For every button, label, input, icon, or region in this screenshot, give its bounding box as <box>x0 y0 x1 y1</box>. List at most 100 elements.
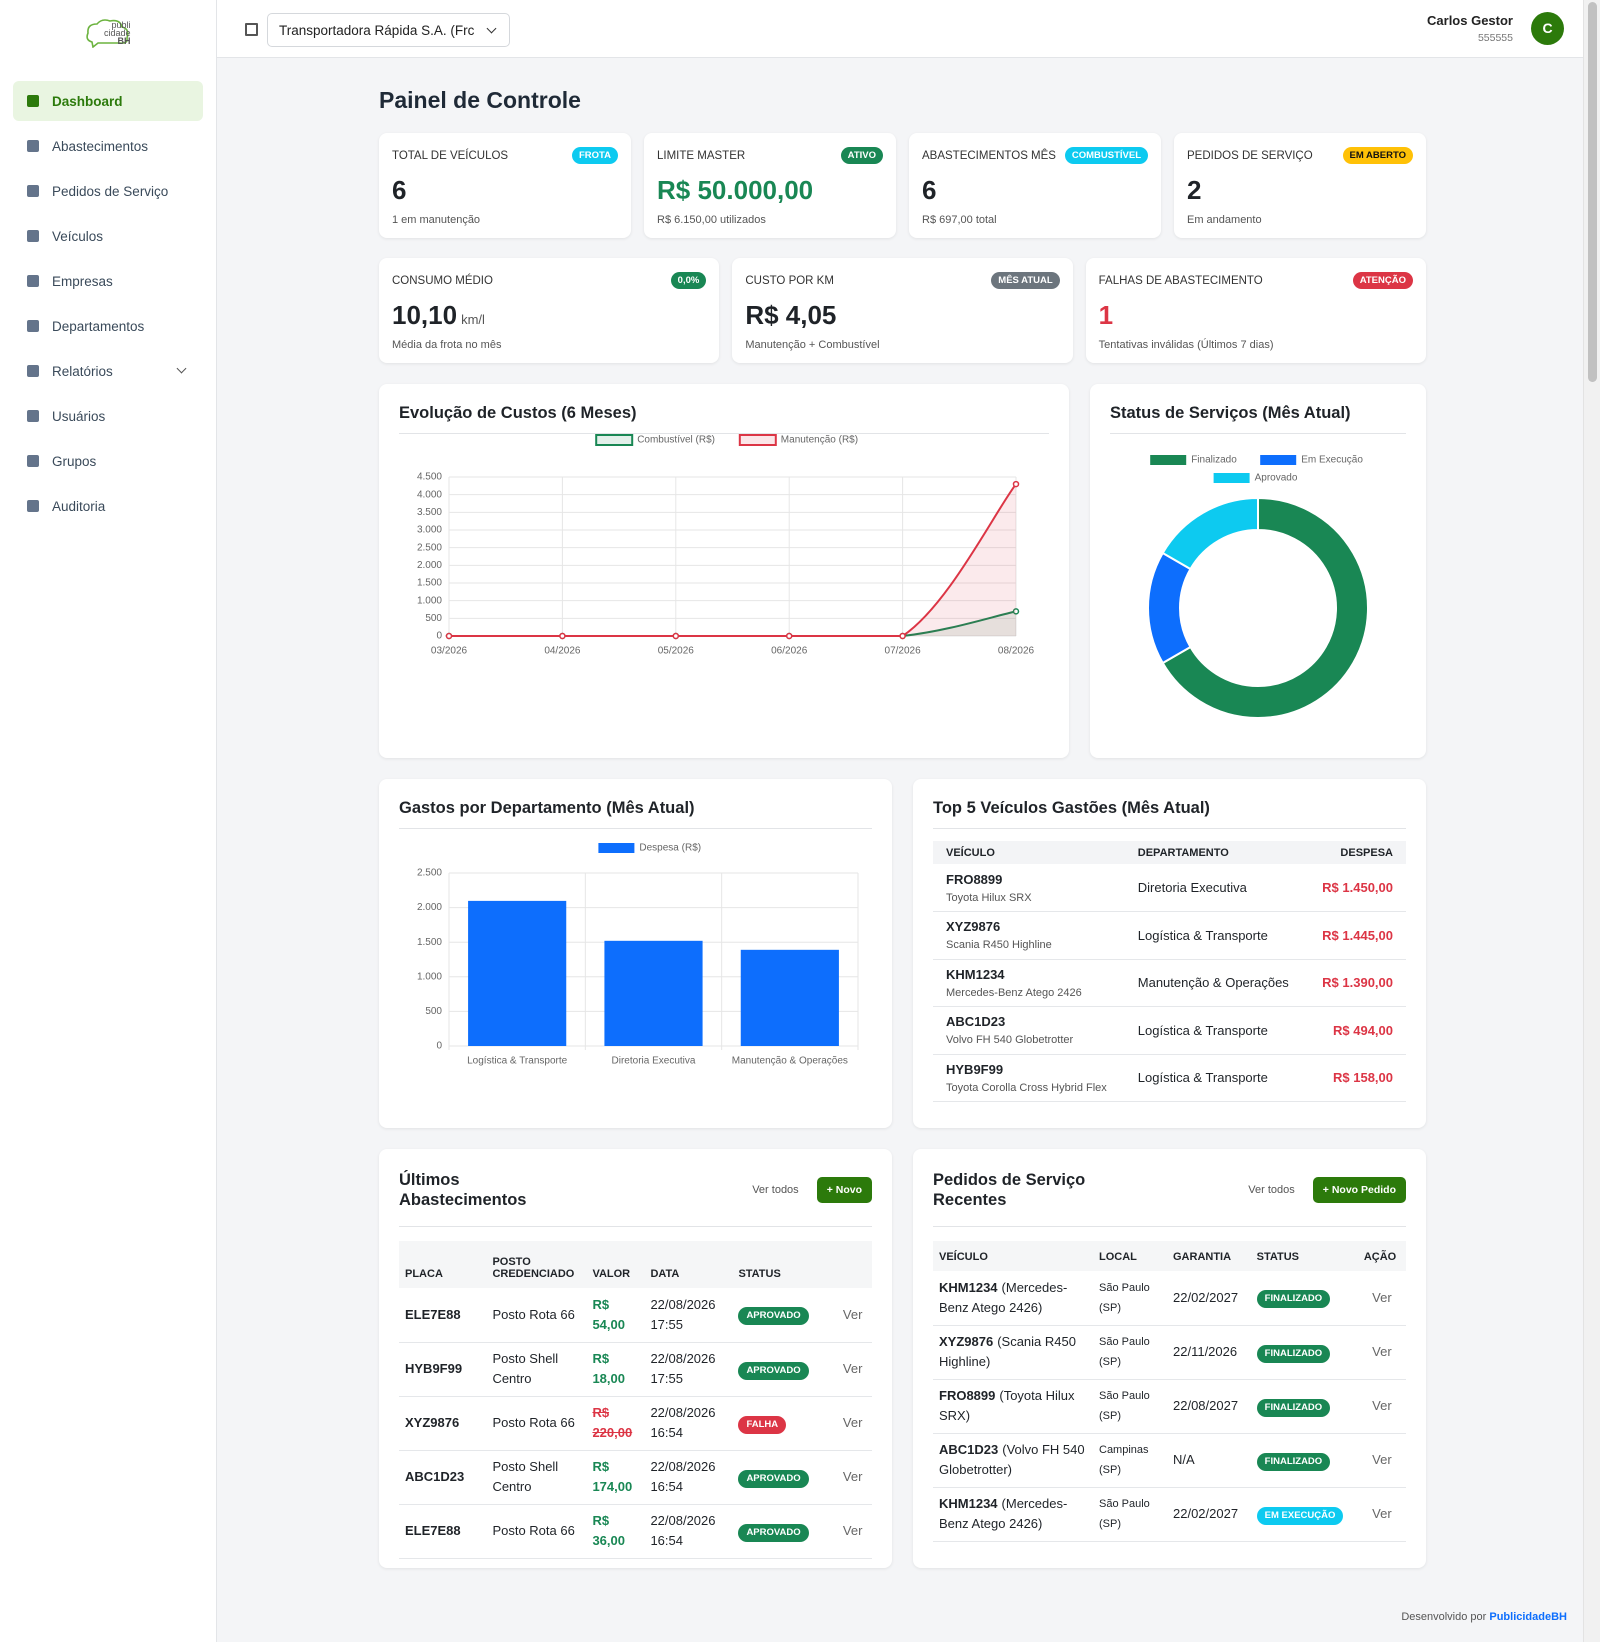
menu-label: Abastecimentos <box>52 138 149 154</box>
column-header: STATUS <box>732 1241 834 1288</box>
see-all[interactable]: Ver todos <box>1248 1184 1295 1196</box>
view-link[interactable]: Ver <box>1357 1325 1406 1380</box>
point <box>672 632 680 640</box>
kpi-head: CONSUMO MÉDIO 0,0% <box>392 272 707 289</box>
menu-label: Veículos <box>52 228 104 244</box>
table-row: ABC1D23 Volvo FH 540 Globetrotter Logístic… <box>933 1006 1406 1055</box>
kpi-badge: FROTA <box>571 147 618 164</box>
plate: XYZ9876 <box>939 1334 994 1349</box>
plate: FRO8899 <box>939 1388 996 1403</box>
column-header: VALOR <box>586 1241 645 1288</box>
menu-item[interactable]: Veículos <box>13 216 203 256</box>
new-button[interactable]: + Novo <box>816 1177 872 1203</box>
menu-item[interactable]: Empresas <box>13 261 203 301</box>
view-link[interactable]: Ver <box>833 1342 872 1397</box>
y-tick-label: 2.000 <box>417 560 442 571</box>
card-header: Últimos Abastecimentos Ver todos + Novo <box>399 1160 872 1227</box>
menu-item[interactable]: Dashboard <box>13 81 203 121</box>
x-tick-label: 05/2026 <box>658 646 695 657</box>
kpi-value-wrap: 2 <box>1187 175 1413 206</box>
building-icon <box>245 23 258 36</box>
footer-brand[interactable]: PublicidadeBH <box>1489 1611 1567 1623</box>
menu-label: Auditoria <box>52 498 106 514</box>
vehicle-cell: ABC1D23 Volvo FH 540 Globetrotter <box>933 1006 1125 1055</box>
view-link[interactable]: Ver <box>833 1396 872 1451</box>
y-tick-label: 2.500 <box>417 542 442 553</box>
user-info: Carlos Gestor 555555 <box>1427 13 1513 44</box>
menu-icon <box>27 185 39 197</box>
status-cell: APROVADO <box>732 1288 834 1343</box>
plate: KHM1234 <box>946 966 1005 982</box>
chart-title: Evolução de Custos (6 Meses) <box>399 404 1049 434</box>
status-badge: FINALIZADO <box>1256 1290 1331 1309</box>
menu-item[interactable]: Departamentos <box>13 306 203 346</box>
y-tick-label: 2.000 <box>417 902 442 913</box>
y-tick-label: 1.000 <box>417 595 442 606</box>
menu-item[interactable]: Relatórios <box>13 351 203 391</box>
kpi-value: R$ 4,05 <box>745 300 837 330</box>
table-row: XYZ9876 Posto Rota 66 R$ 220,00 22/08/2026 … <box>399 1396 872 1451</box>
logo-line: cidade <box>104 28 131 38</box>
menu-label: Pedidos de Serviço <box>52 183 169 199</box>
column-header: LOCAL <box>1093 1241 1167 1271</box>
y-tick-label: 1.500 <box>417 578 442 589</box>
location: São Paulo (SP) <box>1093 1271 1167 1326</box>
view-link[interactable]: Ver <box>833 1288 872 1343</box>
kpi-label: FALHAS DE ABASTECIMENTO <box>1098 274 1263 287</box>
new-button[interactable]: + Novo Pedido <box>1312 1177 1406 1203</box>
menu-item[interactable]: Grupos <box>13 441 203 481</box>
model: Scania R450 Highline <box>946 939 1052 952</box>
kpi-badge: 0,0% <box>670 272 707 289</box>
kpi-card: LIMITE MASTER ATIVO R$ 50.000,00 R$ 6.150,0… <box>644 133 896 238</box>
company-select[interactable]: Transportadora Rápida S.A. (Frc <box>267 13 510 47</box>
warranty: 22/11/2026 <box>1167 1325 1251 1380</box>
department: Logística & Transporte <box>1124 1054 1307 1102</box>
status-badge: APROVADO <box>738 1361 809 1380</box>
scroll-thumb[interactable] <box>1588 2 1597 382</box>
avatar[interactable]: C <box>1531 12 1564 45</box>
doughnut-card: Status de Serviços (Mês Atual) Finalizad… <box>1090 384 1426 758</box>
model: Volvo FH 540 Globetrotter <box>946 1034 1074 1047</box>
actions: Ver todos + Novo <box>752 1177 872 1203</box>
view-link[interactable]: Ver <box>1357 1433 1406 1488</box>
kpi-unit: km/l <box>461 312 485 327</box>
fuelings-table: PLACA POSTO CREDENCIADO VALOR DATA STATUS ELE… <box>399 1241 872 1559</box>
card-header: Pedidos de Serviço Recentes Ver todos + N… <box>933 1160 1406 1227</box>
date: 22/08/2026 16:54 <box>644 1450 733 1505</box>
kpi-badge: COMBUSTÍVEL <box>1064 147 1148 164</box>
date: 22/08/2026 17:55 <box>644 1342 733 1397</box>
menu-item[interactable]: Pedidos de Serviço <box>13 171 203 211</box>
column-header: GARANTIA <box>1167 1241 1251 1271</box>
kpi-card: CUSTO POR KM MÊS ATUAL R$ 4,05 Manutenção +… <box>732 258 1073 363</box>
view-link[interactable]: Ver <box>833 1504 872 1559</box>
point <box>1012 480 1020 488</box>
plate: ABC1D23 <box>399 1450 487 1505</box>
doughnut-slice <box>1147 551 1192 665</box>
menu-label: Departamentos <box>52 318 145 334</box>
x-tick-label: Manutenção & Operações <box>732 1056 848 1067</box>
x-tick-label: 03/2026 <box>431 646 468 657</box>
table-row: HYB9F99 Posto Shell Centro R$ 18,00 22/08/2… <box>399 1342 872 1397</box>
table-row: ABC1D23 (Volvo FH 540 Globetrotter) Campin… <box>933 1433 1406 1488</box>
logo-cloud <box>86 19 129 48</box>
view-link[interactable]: Ver <box>1357 1487 1406 1542</box>
menu-item[interactable]: Abastecimentos <box>13 126 203 166</box>
footer: Desenvolvido por PublicidadeBH <box>1401 1611 1567 1623</box>
menu-item[interactable]: Auditoria <box>13 486 203 526</box>
x-tick-label: Diretoria Executiva <box>612 1056 696 1067</box>
view-link[interactable]: Ver <box>1357 1271 1406 1326</box>
column-header: VEÍCULO <box>933 841 1125 864</box>
user-id: 555555 <box>1477 32 1513 44</box>
view-link[interactable]: Ver <box>833 1450 872 1505</box>
table-header-row: PLACA POSTO CREDENCIADO VALOR DATA STATUS <box>399 1241 872 1288</box>
view-link[interactable]: Ver <box>1357 1379 1406 1434</box>
series-area <box>449 484 1016 636</box>
table-row: ELE7E88 Posto Rota 66 R$ 54,00 22/08/2026 1… <box>399 1288 872 1343</box>
expense: R$ 1.445,00 <box>1306 911 1406 960</box>
menu-item[interactable]: Usuários <box>13 396 203 436</box>
station: Posto Rota 66 <box>486 1396 587 1451</box>
see-all[interactable]: Ver todos <box>752 1184 799 1196</box>
